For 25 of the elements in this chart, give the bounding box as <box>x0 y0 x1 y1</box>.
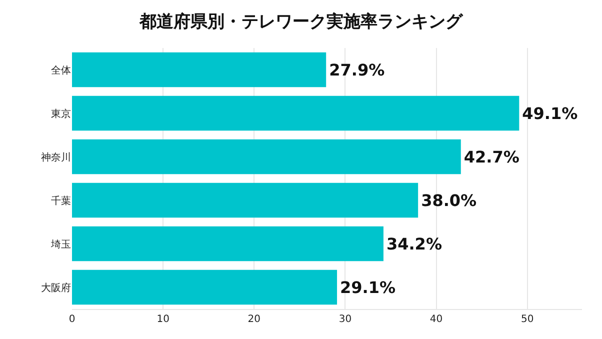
x-tick-label: 40 <box>430 314 443 325</box>
x-tick-label: 30 <box>338 314 352 325</box>
y-tick-label: 大阪府 <box>41 282 71 294</box>
x-tick-label: 10 <box>156 314 170 325</box>
data-label: 27.9% <box>329 60 385 80</box>
y-tick-label: 全体 <box>51 64 71 76</box>
bar <box>72 270 338 305</box>
data-label: 29.1% <box>340 278 396 297</box>
y-tick-label: 東京 <box>51 108 71 120</box>
chart-title: 都道府県別・テレワーク実施率ランキング <box>138 12 464 32</box>
x-tick-label: 20 <box>248 314 261 325</box>
x-tick-label: 50 <box>520 314 534 325</box>
bar <box>72 226 384 262</box>
bar <box>72 96 520 131</box>
data-label: 38.0% <box>421 190 477 210</box>
data-label: 34.2% <box>386 234 442 254</box>
bar <box>72 182 418 218</box>
y-tick-label: 神奈川 <box>41 151 71 164</box>
y-tick-label: 埼玉 <box>50 238 71 250</box>
x-tick-label: 0 <box>68 314 76 325</box>
bar <box>72 52 326 88</box>
data-label: 49.1% <box>522 104 578 123</box>
y-tick-label: 千葉 <box>51 194 71 207</box>
bar <box>72 139 461 174</box>
data-label: 42.7% <box>464 147 520 166</box>
